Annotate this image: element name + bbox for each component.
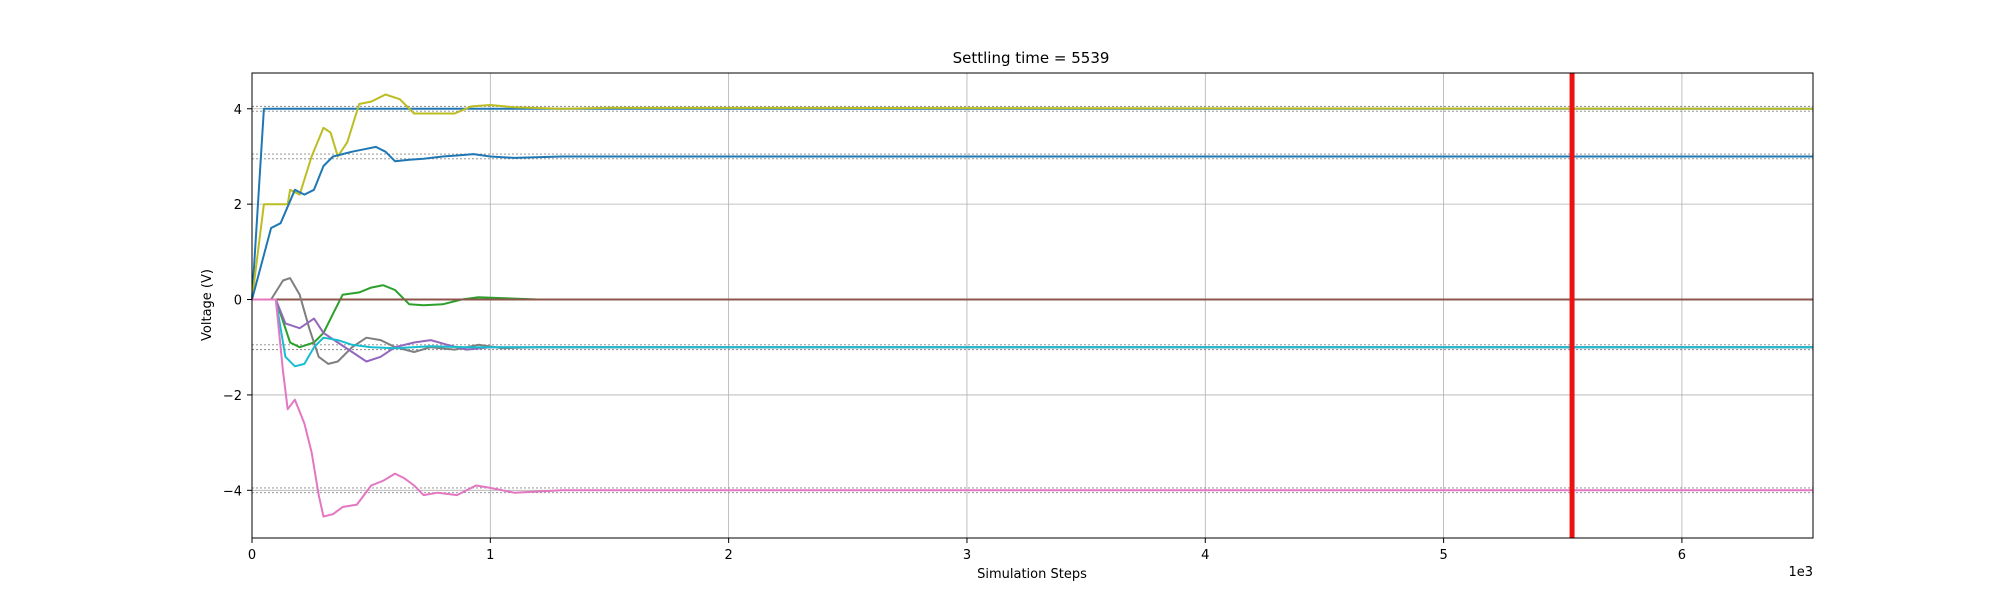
series-group (251, 93, 1814, 518)
series-line-2 (251, 93, 1814, 300)
x-tick-label: 4 (1201, 548, 1209, 563)
x-tick-label: 0 (248, 548, 256, 563)
plot-frame (251, 72, 1814, 539)
y-tick-label: 0 (234, 294, 242, 309)
x-axis-label: Simulation Steps (977, 567, 1087, 582)
x-tick-label: 5 (1439, 548, 1447, 563)
x-axis-offset-text: 1e3 (1788, 565, 1813, 580)
series-line-9 (252, 298, 1813, 368)
chart-title: Settling time = 5539 (953, 49, 1110, 67)
series-line-10 (252, 298, 1813, 518)
x-tick-label: 6 (1678, 548, 1686, 563)
series-line-4 (252, 284, 1813, 349)
y-axis-label: Voltage (V) (200, 269, 215, 341)
tolerance-bands (252, 105, 1813, 494)
y-tick-label: 2 (234, 198, 242, 213)
y-tick-label: −2 (223, 389, 242, 404)
x-tick-label: 2 (725, 548, 733, 563)
x-axis-ticks: 0 1 2 3 4 5 6 (248, 538, 1686, 563)
series-line-3 (251, 145, 1813, 300)
series-line-8 (252, 298, 1813, 363)
series-line-7 (252, 277, 1813, 365)
y-tick-label: −4 (223, 484, 242, 499)
x-tick-label: 1 (486, 548, 494, 563)
y-axis-ticks: −4 −2 0 2 4 (223, 103, 252, 499)
y-tick-label: 4 (234, 103, 242, 118)
x-tick-label: 3 (963, 548, 971, 563)
